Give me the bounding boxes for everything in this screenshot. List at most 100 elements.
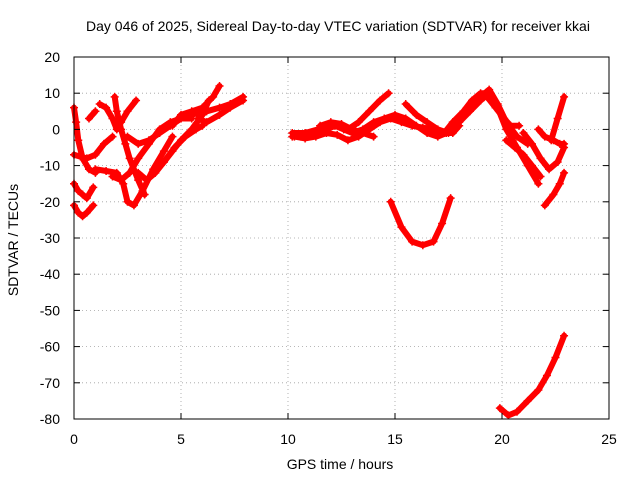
data-point-marker [89, 183, 98, 192]
data-point-marker [459, 110, 468, 119]
series-s5 [86, 108, 99, 122]
data-point-marker [343, 136, 352, 145]
data-point-marker [74, 208, 83, 217]
data-point-marker [337, 119, 346, 128]
data-point-marker [429, 237, 438, 246]
series-s15 [203, 93, 247, 115]
data-point-marker [123, 132, 132, 141]
x-tick-label: 20 [494, 431, 510, 447]
data-point-marker [491, 103, 500, 112]
data-point-marker [187, 125, 196, 134]
data-point-marker [495, 404, 504, 413]
data-point-marker [542, 371, 551, 380]
series-s13 [169, 83, 223, 129]
data-point-marker [468, 103, 477, 112]
data-point-marker [159, 157, 168, 166]
data-point-marker [215, 81, 224, 90]
data-point-marker [142, 176, 151, 185]
data-point-marker [82, 194, 91, 203]
y-tick-label: -20 [40, 194, 60, 210]
data-point-marker [348, 125, 357, 134]
x-tick-label: 10 [280, 431, 296, 447]
y-tick-label: 20 [44, 49, 60, 65]
data-point-marker [168, 121, 177, 130]
data-point-marker [138, 186, 147, 195]
data-point-marker [560, 92, 569, 101]
data-point-marker [72, 118, 81, 127]
chart-title: Day 046 of 2025, Sidereal Day-to-day VTE… [86, 18, 590, 34]
data-point-marker [553, 157, 562, 166]
data-point-marker [523, 396, 532, 405]
data-point-marker [301, 134, 310, 143]
data-point-marker [485, 85, 494, 94]
data-point-marker [91, 150, 100, 159]
data-point-marker [408, 237, 417, 246]
data-point-marker [132, 96, 141, 105]
x-tick-label: 5 [177, 431, 185, 447]
data-point-marker [102, 167, 111, 176]
data-point-marker [159, 147, 168, 156]
x-tick-label: 25 [601, 431, 617, 447]
data-point-marker [134, 176, 143, 185]
data-point-marker [74, 186, 83, 195]
data-point-marker [560, 331, 569, 340]
data-point-marker [134, 154, 143, 163]
data-point-marker [209, 92, 218, 101]
data-point-marker [433, 125, 442, 134]
grid-lines [74, 57, 609, 419]
data-point-marker [99, 139, 108, 148]
data-point-marker [215, 103, 224, 112]
data-point-marker [365, 107, 374, 116]
data-point-marker [110, 92, 119, 101]
data-point-marker [202, 107, 211, 116]
x-axis-label: GPS time / hours [287, 456, 394, 472]
data-point-marker [560, 139, 569, 148]
y-axis-label: SDTVAR / TECUs [5, 184, 21, 296]
y-tick-label: 10 [44, 85, 60, 101]
data-point-marker [384, 89, 393, 98]
data-series-group [70, 81, 569, 420]
data-point-marker [412, 110, 421, 119]
data-point-marker [198, 103, 207, 112]
series-s26 [520, 130, 568, 173]
data-point-marker [423, 118, 432, 127]
data-point-marker [129, 201, 138, 210]
data-point-marker [519, 129, 528, 138]
y-tick-label: -10 [40, 158, 60, 174]
data-point-marker [151, 165, 160, 174]
data-point-marker [112, 107, 121, 116]
data-point-marker [540, 201, 549, 210]
series-s30 [496, 332, 568, 419]
data-point-marker [177, 110, 185, 119]
data-point-marker [536, 172, 545, 181]
data-point-marker [194, 114, 203, 123]
data-point-marker [82, 208, 91, 217]
data-point-marker [483, 92, 492, 101]
data-point-marker [108, 114, 117, 123]
data-point-marker [89, 201, 98, 210]
y-tick-label: -60 [40, 339, 60, 355]
data-point-marker [534, 125, 543, 134]
data-point-marker [386, 197, 395, 206]
data-point-marker [397, 118, 406, 127]
data-point-marker [418, 241, 427, 250]
data-point-marker [91, 107, 100, 116]
data-point-marker [354, 118, 363, 127]
data-point-marker [545, 165, 554, 174]
data-point-marker [95, 100, 104, 109]
data-point-marker [358, 129, 367, 138]
y-tick-label: -50 [40, 302, 60, 318]
data-point-marker [108, 172, 117, 181]
data-point-marker [551, 353, 560, 362]
x-tick-label: 0 [70, 431, 78, 447]
data-point-marker [168, 132, 177, 141]
y-tick-label: 0 [52, 121, 60, 137]
y-tick-label: -80 [40, 411, 60, 427]
data-point-marker [168, 147, 177, 156]
data-point-marker [134, 139, 143, 148]
data-point-marker [401, 100, 410, 109]
data-point-marker [117, 125, 126, 134]
data-point-marker [74, 136, 83, 145]
data-point-marker [187, 107, 196, 116]
data-point-marker [446, 194, 455, 203]
